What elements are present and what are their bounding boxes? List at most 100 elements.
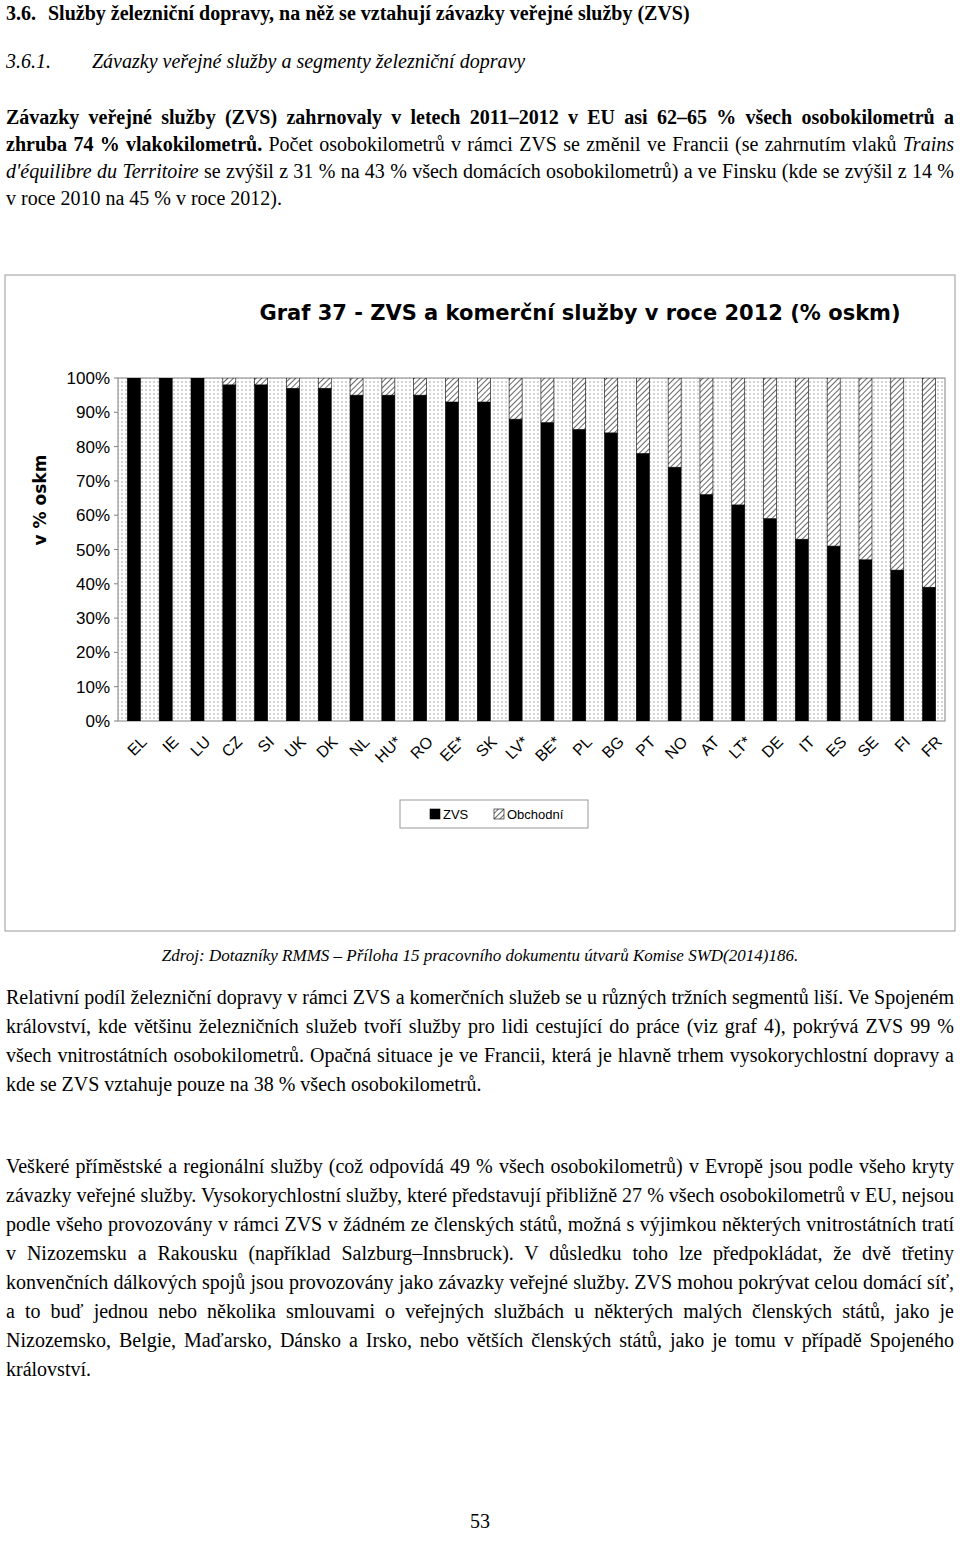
x-tick-label: BG xyxy=(599,733,627,761)
x-tick-label: LU xyxy=(187,733,213,759)
bar-commercial xyxy=(827,378,840,546)
bar-zvs xyxy=(223,385,236,721)
bar-commercial xyxy=(923,378,936,587)
subheading-number: 3.6.1. xyxy=(6,50,51,73)
x-tick-label: BE* xyxy=(532,733,564,765)
page-number: 53 xyxy=(0,1510,960,1533)
bar-zvs xyxy=(382,395,395,721)
bar-zvs xyxy=(827,546,840,721)
bar-zvs xyxy=(891,570,904,721)
x-tick-label: ES xyxy=(823,733,850,760)
y-tick xyxy=(114,515,118,516)
x-tick-label: NO xyxy=(662,733,691,762)
bar-commercial xyxy=(732,378,745,505)
paragraph: Veškeré příměstské a regionální služby (… xyxy=(6,1152,954,1384)
bar-commercial xyxy=(159,378,172,379)
y-tick xyxy=(114,686,118,687)
x-tick-label: EE* xyxy=(437,733,469,765)
y-tick-label: 50% xyxy=(76,541,110,560)
bar-commercial xyxy=(636,378,649,453)
x-tick-label: SE xyxy=(854,733,881,760)
x-tick-label: PL xyxy=(569,733,595,759)
x-tick-label: DE xyxy=(758,733,786,761)
y-tick-label: 40% xyxy=(76,575,110,594)
bar-zvs xyxy=(764,519,777,721)
y-tick xyxy=(114,480,118,481)
bar-zvs xyxy=(732,505,745,721)
paragraph: Závazky veřejné služby (ZVS) zahrnovaly … xyxy=(6,104,954,212)
legend-box xyxy=(400,800,588,828)
y-tick-label: 80% xyxy=(76,438,110,457)
source-note: Zdroj: Dotazníky RMMS – Příloha 15 praco… xyxy=(6,946,954,966)
y-tick xyxy=(114,721,118,722)
y-tick xyxy=(114,549,118,550)
y-tick-label: 90% xyxy=(76,403,110,422)
bar-commercial xyxy=(318,378,331,388)
bar-commercial xyxy=(223,378,236,385)
bars xyxy=(127,378,935,721)
bar-zvs xyxy=(509,419,522,721)
y-tick xyxy=(114,378,118,379)
bar-zvs xyxy=(350,395,363,721)
bar-commercial xyxy=(350,378,363,395)
bar-zvs xyxy=(923,587,936,721)
bar-commercial xyxy=(191,378,204,379)
x-tick-label: NL xyxy=(346,733,373,760)
subheading: Závazky veřejné služby a segmenty železn… xyxy=(92,50,525,73)
x-tick-label: UK xyxy=(281,733,309,761)
bar-zvs xyxy=(477,402,490,721)
x-tick-label: SK xyxy=(473,733,500,760)
y-axis-label: v % oskm xyxy=(30,455,50,546)
legend-swatch xyxy=(494,809,504,819)
bar-zvs xyxy=(255,385,268,721)
x-tick-label: PT xyxy=(632,733,659,760)
bar-commercial xyxy=(605,378,618,433)
plot-area xyxy=(118,378,945,721)
bar-commercial xyxy=(509,378,522,419)
bar-commercial xyxy=(477,378,490,402)
x-tick-label: RO xyxy=(407,733,436,762)
x-tick-label: HU* xyxy=(372,733,405,766)
bar-commercial xyxy=(382,378,395,395)
bar-commercial xyxy=(127,378,140,379)
y-tick xyxy=(114,412,118,413)
bar-zvs xyxy=(445,402,458,721)
bar-zvs xyxy=(668,467,681,721)
bar-commercial xyxy=(541,378,554,423)
bar-commercial xyxy=(859,378,872,560)
bar-zvs xyxy=(159,378,172,721)
text-run: Veškeré příměstské a regionální služby (… xyxy=(6,1155,954,1380)
bar-commercial xyxy=(414,378,427,395)
heading: Služby železniční dopravy, na něž se vzt… xyxy=(48,2,690,25)
paragraph: Relativní podíl železniční dopravy v rám… xyxy=(6,983,954,1099)
bar-commercial xyxy=(445,378,458,402)
x-tick-label: AT xyxy=(697,733,723,759)
x-tick-label: CZ xyxy=(218,733,245,760)
x-tick-label: LV* xyxy=(502,733,531,762)
bar-commercial xyxy=(286,378,299,388)
y-tick-label: 60% xyxy=(76,506,110,525)
bar-commercial xyxy=(668,378,681,467)
bar-commercial xyxy=(700,378,713,495)
bar-commercial xyxy=(573,378,586,429)
bar-zvs xyxy=(191,378,204,721)
legend-swatch xyxy=(430,809,440,819)
bar-zvs xyxy=(286,388,299,721)
y-tick xyxy=(114,618,118,619)
bar-commercial xyxy=(795,378,808,539)
y-tick-label: 100% xyxy=(67,369,110,388)
y-tick-label: 30% xyxy=(76,609,110,628)
bar-zvs xyxy=(573,429,586,721)
bar-zvs xyxy=(127,378,140,721)
bar-zvs xyxy=(414,395,427,721)
legend-label: ZVS xyxy=(443,807,469,822)
y-tick-label: 10% xyxy=(76,678,110,697)
bar-zvs xyxy=(318,388,331,721)
x-tick-label: FR xyxy=(918,733,945,760)
x-tick-label: LT* xyxy=(726,733,755,762)
x-tick-label: FI xyxy=(891,733,913,755)
bar-zvs xyxy=(605,433,618,721)
y-tick-label: 70% xyxy=(76,472,110,491)
legend-label: Obchodní xyxy=(507,807,564,822)
y-tick-label: 20% xyxy=(76,643,110,662)
